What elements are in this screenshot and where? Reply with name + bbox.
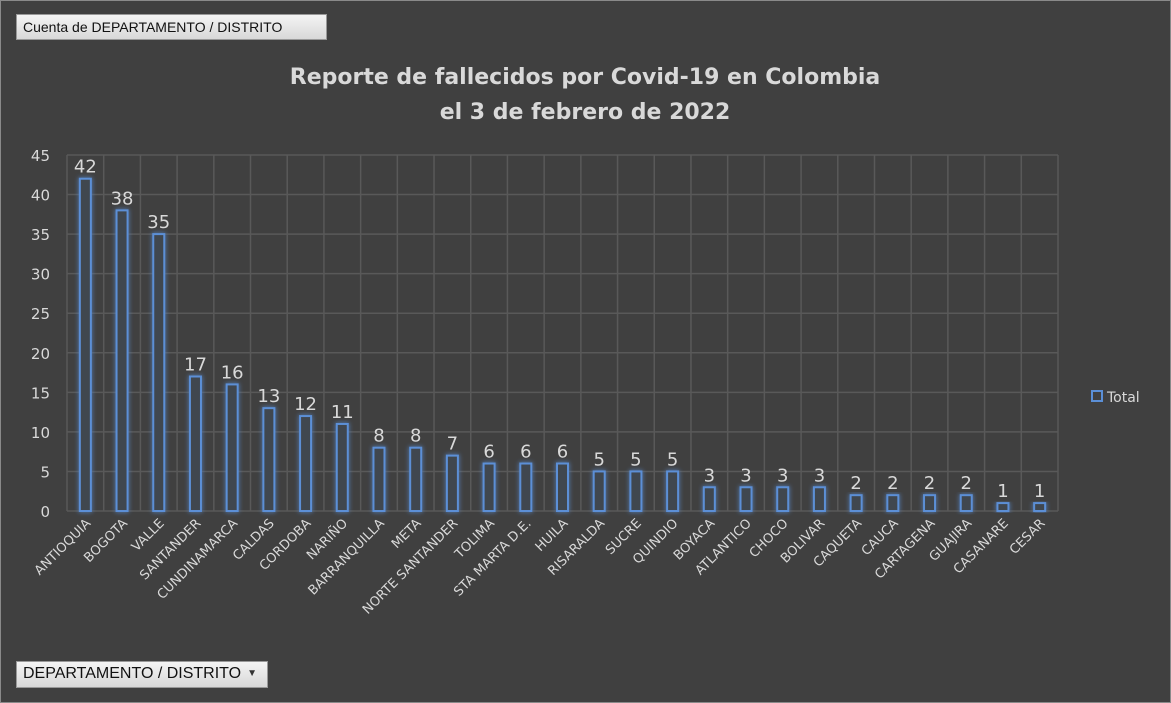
y-tick-label: 40 (31, 187, 50, 205)
legend-swatch (1091, 390, 1103, 402)
data-label: 7 (447, 434, 458, 455)
bar[interactable] (666, 470, 680, 513)
bar[interactable] (482, 462, 496, 512)
data-label: 2 (961, 473, 972, 494)
data-label: 42 (74, 157, 97, 178)
bar[interactable] (923, 494, 937, 512)
data-label: 16 (221, 362, 244, 383)
chart-title-line-1: Reporte de fallecidos por Covid-19 en Co… (290, 65, 881, 90)
bar[interactable] (152, 233, 166, 512)
data-label: 6 (483, 442, 494, 463)
data-label: 3 (740, 465, 751, 486)
value-field-button[interactable]: Cuenta de DEPARTAMENTO / DISTRITO (16, 14, 327, 40)
bar[interactable] (959, 494, 973, 512)
data-label: 2 (887, 473, 898, 494)
data-label: 38 (111, 188, 134, 209)
y-tick-label: 30 (31, 266, 50, 284)
y-tick-label: 45 (31, 147, 50, 165)
bar[interactable] (629, 470, 643, 513)
data-label: 5 (593, 449, 604, 470)
y-tick-label: 10 (31, 424, 50, 442)
legend-label: Total (1106, 390, 1140, 406)
data-label: 1 (1034, 481, 1045, 502)
bar[interactable] (78, 177, 92, 512)
bar[interactable] (519, 462, 533, 512)
data-label: 17 (184, 355, 207, 376)
bar[interactable] (592, 470, 606, 513)
y-tick-label: 20 (31, 345, 50, 363)
data-label: 35 (147, 212, 170, 233)
bar[interactable] (409, 446, 423, 513)
bar[interactable] (225, 383, 239, 512)
bar[interactable] (556, 462, 569, 512)
data-label: 3 (704, 465, 715, 486)
bar[interactable] (776, 486, 790, 512)
bar[interactable] (188, 375, 202, 512)
data-label: 8 (373, 426, 384, 447)
data-label: 5 (667, 449, 678, 470)
bar[interactable] (739, 486, 753, 512)
y-tick-label: 5 (40, 463, 50, 481)
data-label: 1 (997, 481, 1008, 502)
chart-title-line-2: el 3 de febrero de 2022 (440, 100, 731, 125)
data-label: 6 (520, 442, 531, 463)
bar[interactable] (996, 502, 1010, 513)
y-tick-label: 35 (31, 226, 50, 244)
legend: Total (1091, 390, 1140, 406)
y-tick-label: 25 (31, 305, 50, 323)
x-tick-label: ANTIOQUIA (32, 516, 94, 578)
axis-field-label: DEPARTAMENTO / DISTRITO (23, 665, 242, 682)
bar[interactable] (299, 415, 313, 513)
axis-field-dropdown[interactable]: DEPARTAMENTO / DISTRITO ▼ (16, 661, 268, 688)
data-label: 3 (777, 465, 788, 486)
data-label: 2 (850, 473, 861, 494)
bar[interactable] (1033, 502, 1047, 513)
bar[interactable] (115, 209, 129, 512)
bar[interactable] (702, 486, 716, 512)
value-field-label: Cuenta de DEPARTAMENTO / DISTRITO (23, 19, 283, 35)
data-label: 5 (630, 449, 641, 470)
bar[interactable] (849, 494, 863, 512)
bar[interactable] (886, 494, 900, 512)
data-label: 2 (924, 473, 935, 494)
data-label: 12 (294, 394, 317, 415)
data-label: 3 (814, 465, 825, 486)
x-tick-label: CESAR (1007, 516, 1049, 558)
data-label: 13 (257, 386, 280, 407)
y-tick-label: 0 (40, 503, 50, 521)
bar[interactable] (262, 407, 276, 512)
bar[interactable] (335, 422, 349, 513)
data-label: 8 (410, 426, 421, 447)
data-label: 11 (331, 402, 354, 423)
bar[interactable] (445, 454, 459, 512)
dropdown-arrow-icon: ▼ (247, 668, 257, 679)
bar[interactable] (812, 486, 826, 512)
y-tick-label: 15 (31, 384, 50, 402)
data-label: 6 (557, 442, 568, 463)
bar[interactable] (372, 446, 386, 513)
